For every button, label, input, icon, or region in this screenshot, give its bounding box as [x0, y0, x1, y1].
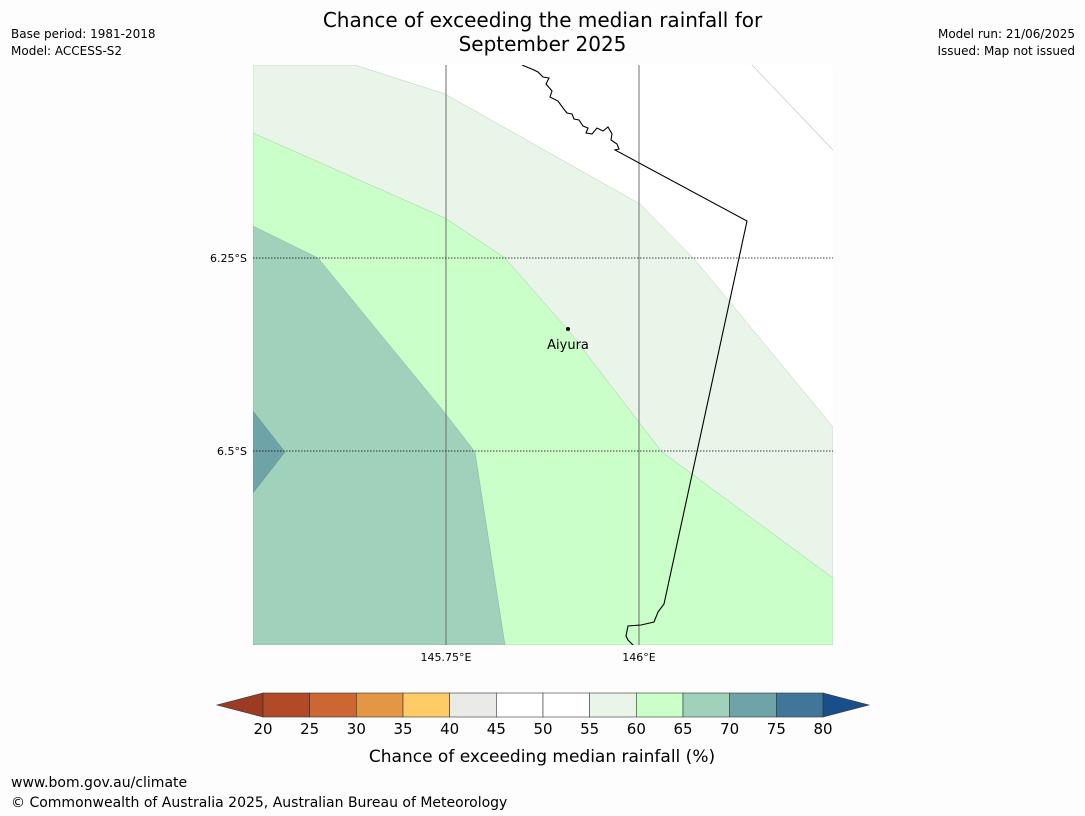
model-run-text: Model run: 21/06/2025: [937, 27, 1075, 41]
colorbar-tick-label: 80: [813, 720, 832, 738]
colorbar-tick-label: 40: [440, 720, 459, 738]
colorbar-segment-65-70: [682, 692, 730, 718]
colorbar-tick-label: 45: [487, 720, 506, 738]
colorbar-segment-55-60: [589, 692, 637, 718]
map-title: Chance of exceeding the median rainfall …: [0, 8, 1085, 56]
base-period-text: Base period: 1981-2018: [11, 27, 156, 41]
footer-url: www.bom.gov.au/climate: [11, 775, 188, 791]
colorbar-tick-label: 35: [393, 720, 412, 738]
band-70-75: [253, 410, 286, 494]
colorbar-segment-30-35: [356, 692, 404, 718]
colorbar-tick-label: 75: [767, 720, 786, 738]
colorbar-segment-20-25: [262, 692, 310, 718]
lon-label-145-75: 145.75°E: [421, 651, 472, 664]
colorbar-segment-25-30: [309, 692, 357, 718]
colorbar: 20 25 30 35 40 45 50 55 60 65 70 75 80: [215, 692, 871, 738]
colorbar-tick-label: 65: [673, 720, 692, 738]
meta-right: Model run: 21/06/2025 Issued: Map not is…: [937, 26, 1075, 60]
colorbar-tick-label: 55: [580, 720, 599, 738]
band-65-70: [253, 225, 506, 645]
colorbar-tick-label: 20: [253, 720, 272, 738]
footer-copyright: © Commonwealth of Australia 2025, Austra…: [11, 795, 508, 811]
colorbar-segment-45-50: [496, 692, 544, 718]
lon-label-146: 146°E: [622, 651, 655, 664]
lat-label-6-5: 6.5°S: [217, 445, 247, 458]
colorbar-tick-label: 25: [300, 720, 319, 738]
colorbar-segment-50-55: [542, 692, 590, 718]
colorbar-segment-70-75: [729, 692, 777, 718]
colorbar-segment-75-80: [776, 692, 824, 718]
location-dot-marker: [566, 327, 570, 331]
issued-text: Issued: Map not issued: [937, 44, 1075, 58]
colorbar-extend-high: [822, 692, 871, 718]
colorbar-tick-label: 60: [627, 720, 646, 738]
colorbar-tick-label: 50: [533, 720, 552, 738]
colorbar-segment-60-65: [636, 692, 684, 718]
map-plot-area: Aiyura: [253, 65, 833, 645]
colorbar-title: Chance of exceeding median rainfall (%): [369, 747, 715, 767]
map-title-line1: Chance of exceeding the median rainfall …: [322, 8, 763, 32]
meta-left: Base period: 1981-2018 Model: ACCESS-S2: [11, 26, 156, 60]
lat-label-6-25: 6.25°S: [210, 252, 247, 265]
map-title-line2: September 2025: [458, 32, 627, 56]
border-line: [521, 65, 748, 645]
contour-line: [751, 65, 833, 151]
colorbar-segment-35-40: [402, 692, 450, 718]
colorbar-tick-label: 30: [347, 720, 366, 738]
model-text: Model: ACCESS-S2: [11, 44, 123, 58]
colorbar-tick-label: 70: [720, 720, 739, 738]
colorbar-extend-low: [215, 692, 264, 718]
colorbar-segment-40-45: [449, 692, 497, 718]
place-label-aiyura: Aiyura: [547, 338, 589, 353]
